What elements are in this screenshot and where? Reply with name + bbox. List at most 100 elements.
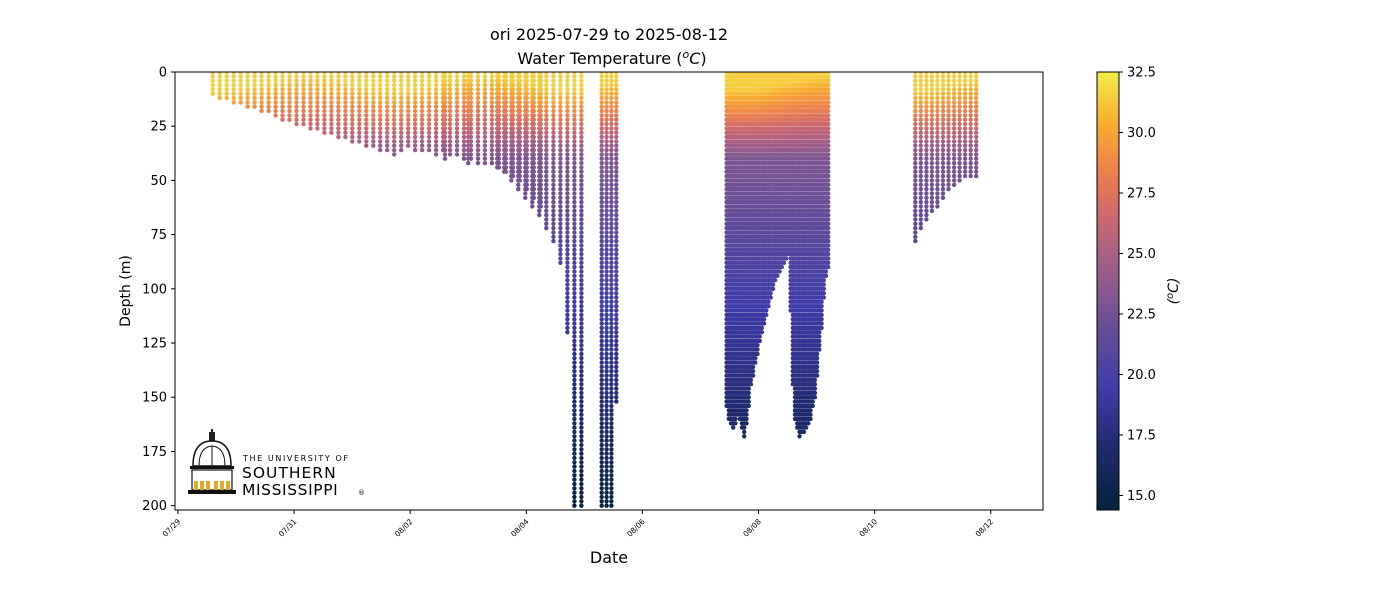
data-point [530, 72, 535, 75]
data-point [609, 95, 614, 101]
data-point [604, 264, 609, 270]
data-point [604, 304, 609, 309]
data-point [447, 104, 453, 109]
data-point [371, 143, 376, 148]
data-point [819, 321, 824, 326]
data-point [259, 95, 264, 101]
data-point [604, 347, 609, 352]
data-point [579, 113, 584, 118]
data-point [530, 191, 535, 196]
data-point [322, 100, 327, 105]
data-point [329, 72, 334, 75]
data-point [579, 334, 584, 339]
data-point [572, 204, 577, 209]
data-point [565, 221, 570, 226]
data-point [599, 425, 604, 430]
data-point [565, 169, 570, 174]
data-point [614, 191, 619, 196]
data-point [294, 108, 299, 114]
data-point [447, 78, 453, 83]
data-point [599, 256, 604, 261]
data-point [364, 100, 369, 105]
data-point [565, 72, 570, 75]
data-point [579, 499, 584, 504]
data-point [406, 74, 411, 79]
data-point [308, 100, 313, 105]
data-point [572, 360, 577, 365]
data-point [523, 95, 528, 101]
data-point [768, 295, 773, 300]
data-point [523, 178, 528, 183]
data-point [579, 317, 584, 322]
data-point [565, 195, 570, 200]
data-point [466, 87, 471, 92]
data-point [599, 152, 604, 157]
data-point [579, 416, 584, 422]
data-point [294, 87, 299, 92]
data-point [604, 238, 609, 244]
data-point [259, 104, 264, 109]
data-point [614, 334, 619, 339]
data-point [826, 108, 831, 114]
data-point [755, 351, 760, 357]
data-point [287, 117, 292, 122]
data-point [599, 325, 604, 331]
data-point [210, 74, 215, 79]
data-point [558, 152, 563, 157]
data-point [572, 208, 577, 213]
data-point [579, 186, 584, 192]
data-point [604, 351, 609, 357]
data-point [599, 139, 604, 144]
data-point [572, 299, 577, 304]
data-point [764, 312, 769, 318]
data-point [466, 78, 471, 83]
data-point [495, 121, 500, 127]
data-point [489, 117, 495, 122]
data-point [604, 438, 609, 443]
data-point [572, 434, 577, 439]
data-point [378, 126, 383, 131]
data-point [399, 121, 404, 127]
data-point [357, 130, 362, 135]
data-point [530, 82, 535, 88]
data-point [544, 156, 549, 161]
data-point [579, 169, 584, 174]
data-point [609, 230, 614, 235]
data-point [609, 412, 614, 417]
data-point [614, 160, 619, 166]
data-point [558, 117, 563, 122]
data-point [558, 169, 563, 174]
data-point [273, 113, 278, 118]
data-point [447, 72, 453, 75]
data-point [826, 182, 831, 187]
data-point [315, 72, 320, 75]
data-point [371, 87, 376, 92]
data-point [475, 74, 481, 79]
data-point [385, 72, 390, 75]
data-point [614, 321, 619, 326]
data-point [231, 74, 236, 79]
data-point [509, 117, 514, 122]
data-point [579, 308, 584, 313]
data-point [537, 117, 542, 122]
data-point [475, 139, 481, 144]
data-point [604, 91, 609, 96]
data-point [748, 382, 754, 387]
data-point [238, 87, 243, 92]
data-point [558, 208, 563, 213]
data-point [544, 130, 549, 135]
data-point [516, 178, 521, 183]
data-point [537, 95, 542, 101]
data-point [599, 377, 604, 383]
data-point [217, 78, 222, 83]
data-point [516, 173, 521, 179]
data-point [604, 121, 609, 127]
data-point [579, 386, 584, 391]
data-point [817, 334, 822, 339]
data-point [461, 126, 467, 131]
data-point [322, 87, 327, 92]
data-point [579, 291, 584, 296]
data-point [537, 108, 542, 114]
data-point [495, 130, 500, 135]
data-point [475, 91, 481, 96]
